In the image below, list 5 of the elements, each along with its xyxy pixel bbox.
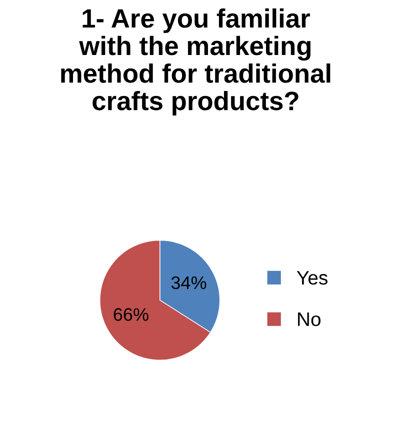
legend-label: No	[298, 312, 320, 326]
data-label: 34%	[171, 276, 206, 290]
legend-label: Yes	[296, 271, 328, 285]
data-label: 66%	[114, 308, 148, 321]
chart-title: 1- Are you familiar with the marketing method for traditional crafts products?	[61, 8, 330, 116]
